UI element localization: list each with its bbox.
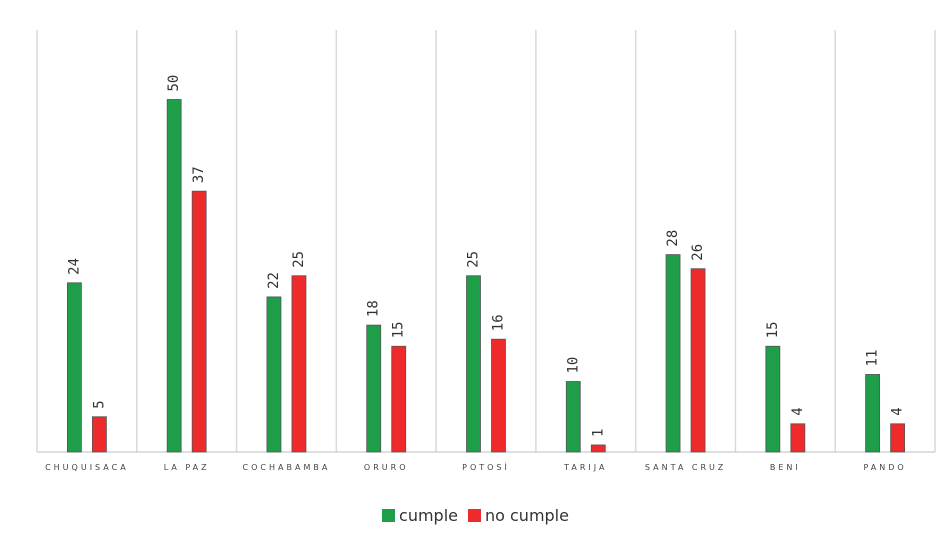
data-label-no-cumple: 4 [890, 407, 906, 415]
data-label-cumple: 18 [366, 300, 382, 317]
bar-cumple [266, 296, 282, 453]
category-label: ORURO [364, 463, 409, 472]
data-label-no-cumple: 16 [491, 314, 507, 331]
category-label: POTOSÌ [462, 461, 510, 472]
category-label: PANDO [863, 463, 906, 472]
data-label-cumple: 28 [665, 230, 681, 247]
bar-cumple [466, 275, 481, 453]
bar-no-cumple [391, 345, 407, 453]
category-label: COCHABAMBA [243, 463, 331, 472]
data-label-cumple: 10 [565, 357, 581, 374]
bar-cumple [166, 99, 182, 453]
legend-swatch-cumple [382, 509, 396, 522]
bar-cumple [665, 254, 681, 453]
bar-cumple [865, 374, 881, 453]
bar-no-cumple [491, 338, 506, 453]
data-label-cumple: 50 [166, 75, 182, 92]
legend-swatch-no-cumple [467, 509, 481, 522]
data-label-no-cumple: 5 [91, 400, 107, 408]
data-label-cumple: 22 [266, 272, 282, 289]
bar-no-cumple [890, 423, 906, 453]
legend-label-cumple: cumple [399, 506, 458, 525]
bar-cumple [765, 345, 781, 453]
legend-item-no-cumple: no cumple [467, 506, 569, 525]
data-label-no-cumple: 37 [191, 166, 207, 183]
bar-no-cumple [291, 275, 307, 453]
category-label: SANTA CRUZ [645, 463, 726, 472]
data-label-cumple: 11 [865, 350, 881, 367]
bar-no-cumple [790, 423, 806, 453]
category-label: LA PAZ [164, 463, 210, 472]
bar-cumple [66, 282, 82, 453]
data-label-cumple: 24 [66, 258, 82, 275]
bar-no-cumple [590, 444, 606, 453]
bar-cumple [366, 324, 382, 453]
legend-item-cumple: cumple [382, 506, 458, 525]
legend: cumple no cumple [0, 506, 951, 525]
bar-no-cumple [91, 416, 107, 453]
data-label-cumple: 15 [765, 321, 781, 338]
data-label-no-cumple: 1 [590, 429, 606, 437]
category-label: TARIJA [563, 463, 607, 472]
data-label-no-cumple: 15 [391, 321, 407, 338]
data-label-cumple: 25 [466, 251, 482, 268]
legend-label-no-cumple: no cumple [484, 506, 569, 525]
category-label: CHUQUISACA [45, 463, 129, 472]
data-label-no-cumple: 25 [291, 251, 307, 268]
bar-cumple [565, 381, 581, 453]
bar-no-cumple [191, 190, 207, 453]
data-label-no-cumple: 4 [790, 407, 806, 415]
data-label-no-cumple: 26 [690, 244, 706, 261]
bar-no-cumple [690, 268, 706, 453]
category-label: BENI [770, 463, 801, 472]
